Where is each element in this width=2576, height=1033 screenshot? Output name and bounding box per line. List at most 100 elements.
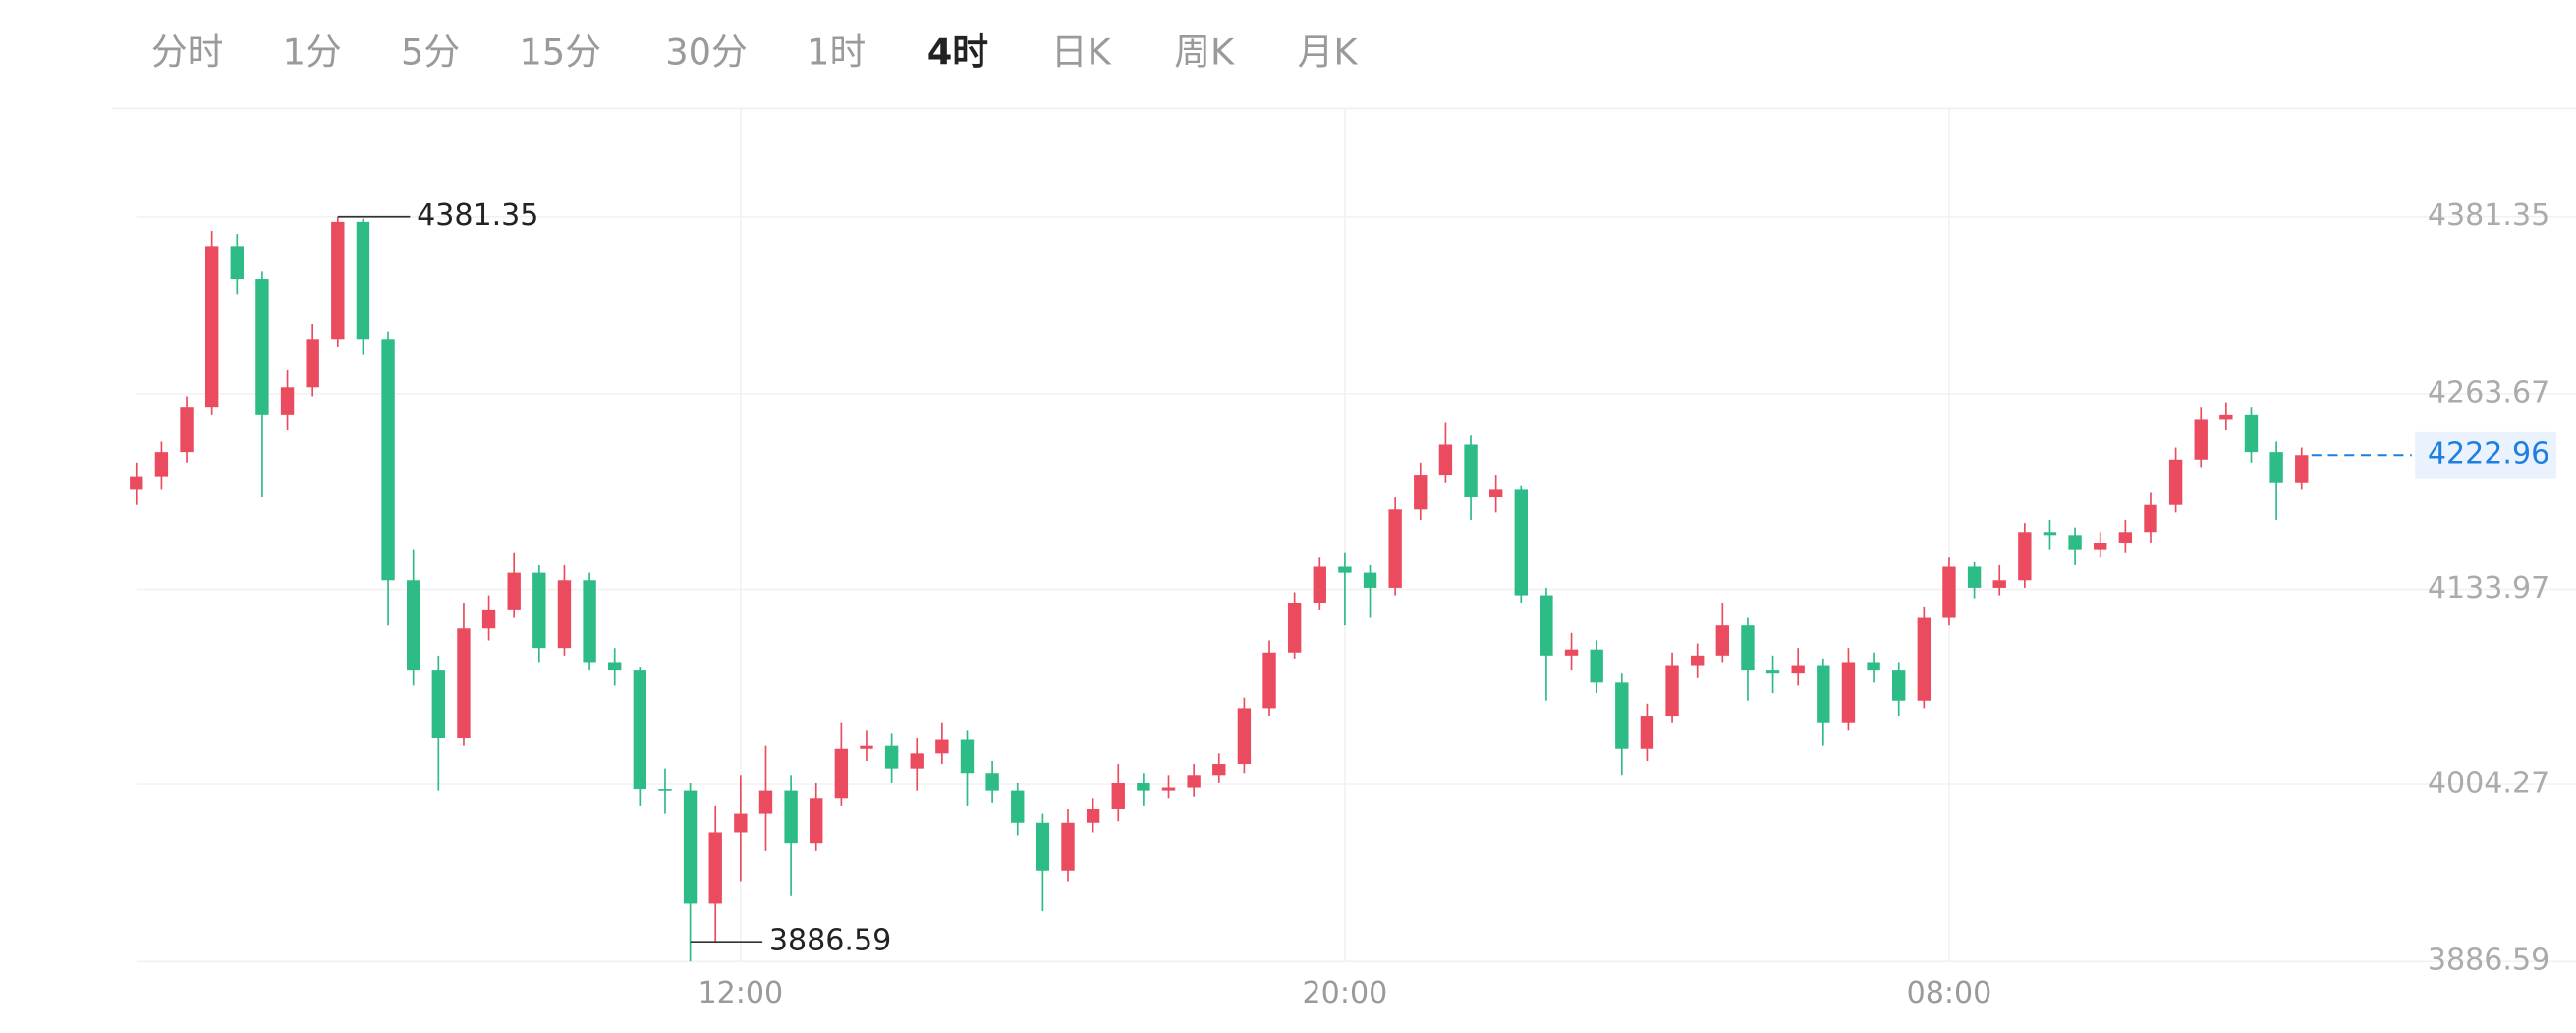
candle-body (1338, 566, 1352, 573)
candle-body (407, 580, 420, 671)
candle-body (1237, 708, 1252, 765)
candle-body (608, 662, 622, 671)
candle-body (960, 739, 975, 774)
x-tick-label: 12:00 (699, 976, 784, 1010)
candle-body (935, 739, 949, 754)
candle-body (734, 813, 748, 833)
timeframe-tab[interactable]: 1分 (283, 31, 342, 74)
candle-body (1917, 617, 1932, 701)
candle-body (1414, 475, 1428, 510)
candle-body (2269, 452, 2283, 483)
candle-body (1061, 822, 1075, 871)
last-price-bg (2415, 431, 2556, 479)
candle-body (583, 580, 596, 663)
x-tick-label: 08:00 (1907, 976, 1992, 1010)
candle-body (154, 452, 169, 477)
y-tick-label: 4004.27 (2428, 767, 2549, 801)
candle-body (204, 246, 219, 408)
candle-body (1690, 655, 1705, 666)
candle-body (1514, 489, 1528, 596)
candle-body (431, 670, 446, 739)
candle-body (1967, 566, 1982, 588)
candle-body (1086, 808, 1100, 823)
candle-body (1741, 625, 1755, 671)
candle-body (356, 221, 370, 340)
candle-body (532, 572, 546, 649)
candle-body (708, 832, 722, 904)
timeframe-tab[interactable]: 5分 (401, 31, 460, 74)
candle-body (1137, 782, 1150, 791)
candle-body (860, 745, 873, 749)
candle-body (2118, 532, 2133, 543)
candle-body (255, 279, 269, 415)
candle-body (306, 339, 319, 388)
candle-body (2094, 542, 2107, 550)
candle-body (810, 798, 823, 844)
candle-body (1892, 670, 1906, 701)
timeframe-tab[interactable]: 1时 (807, 31, 866, 74)
min-label: 3886.59 (769, 924, 891, 958)
timeframe-tab[interactable]: 15分 (519, 31, 601, 74)
candle-body (1488, 489, 1503, 498)
candle-body (1841, 662, 1856, 723)
candle-body (507, 572, 521, 610)
candle-body (1187, 775, 1201, 788)
candle-body (1942, 566, 1956, 618)
candle-body (1640, 716, 1654, 749)
candle-body (1817, 665, 1830, 723)
candle-body (1212, 764, 1226, 776)
candle-body (2168, 459, 2183, 505)
timeframe-tab[interactable]: 30分 (665, 31, 748, 74)
candle-body (1363, 572, 1377, 588)
candle-body (381, 339, 395, 581)
candle-body (130, 476, 143, 490)
candle-body (1313, 566, 1326, 603)
candle-body (1665, 665, 1679, 717)
candle-body (1615, 682, 1629, 749)
timeframe-tab[interactable]: 月K (1298, 31, 1359, 74)
candle-body (2295, 455, 2309, 483)
candle-body (784, 790, 798, 844)
candle-body (230, 246, 244, 280)
candle-body (1791, 665, 1805, 674)
candle-body (2018, 532, 2032, 581)
candle-body (1464, 444, 1478, 498)
candle-body (1287, 603, 1302, 653)
candle-body (180, 407, 194, 453)
max-label: 4381.35 (417, 199, 538, 233)
candle-body (1011, 790, 1025, 823)
candle-body (331, 221, 345, 340)
candle-body (1540, 595, 1553, 656)
candle-body (280, 387, 295, 415)
candle-body (2043, 532, 2057, 536)
candle-body (1765, 670, 1780, 674)
candle-body (457, 628, 471, 739)
candle-body (1036, 822, 1050, 871)
timeframe-tab[interactable]: 分时 (151, 31, 224, 74)
timeframe-tab[interactable]: 日K (1051, 31, 1112, 74)
last-price-label: 4222.96 (2428, 437, 2549, 472)
candle-body (1438, 444, 1453, 476)
y-tick-label: 3886.59 (2428, 944, 2549, 978)
candle-body (481, 609, 496, 629)
candle-body (2194, 419, 2208, 460)
candle-body (2068, 535, 2082, 550)
candle-body (2244, 414, 2259, 453)
candle-body (1111, 782, 1125, 809)
timeframe-tab[interactable]: 周K (1174, 31, 1235, 74)
candle-body (2219, 414, 2233, 420)
candle-body (683, 790, 698, 904)
y-tick-label: 4381.35 (2428, 199, 2549, 233)
timeframe-tab[interactable]: 4时 (927, 31, 988, 74)
candle-body (1867, 662, 1880, 671)
candle-body (1992, 580, 2006, 588)
candle-body (633, 670, 647, 790)
y-tick-label: 4133.97 (2428, 571, 2549, 605)
candle-body (2144, 504, 2157, 533)
candle-body (658, 789, 672, 791)
candle-body (1564, 649, 1579, 656)
candle-body (1715, 625, 1730, 656)
